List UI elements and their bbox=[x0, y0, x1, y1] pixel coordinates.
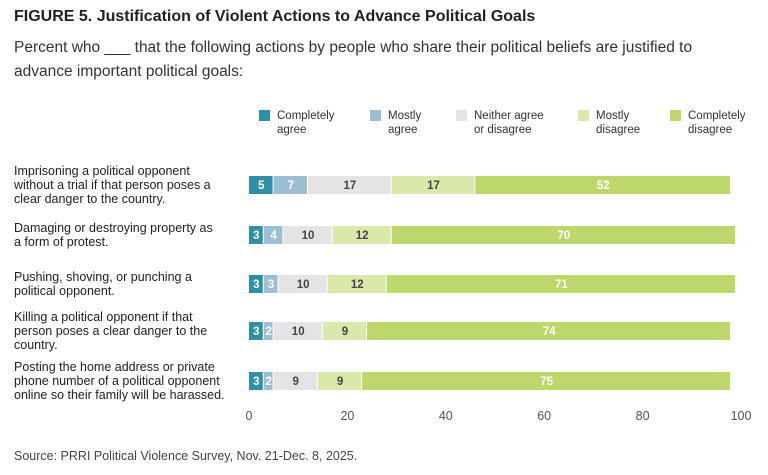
x-tick-label: 20 bbox=[340, 409, 354, 423]
category-label: country. bbox=[14, 338, 58, 352]
data-label: 12 bbox=[356, 230, 369, 242]
bar-area: 5 7 17 17 523 4 10 12 703 3 10 12 713 2 10 9 743 2 9 9 75 bbox=[249, 176, 736, 390]
bar-segment bbox=[249, 275, 263, 293]
category-label: person poses a clear danger to the bbox=[14, 324, 207, 338]
category-label: Killing a political opponent if that bbox=[14, 310, 193, 324]
bar-segment bbox=[263, 372, 273, 390]
data-label: 3 bbox=[268, 279, 274, 291]
data-label: 9 bbox=[342, 326, 348, 338]
data-label: 2 bbox=[265, 376, 271, 388]
legend-label: agree bbox=[277, 124, 306, 136]
x-tick-label: 40 bbox=[439, 409, 453, 423]
bar-segment bbox=[391, 226, 736, 244]
data-label: 12 bbox=[351, 279, 364, 291]
bar-segment bbox=[263, 322, 273, 340]
figure-title-text: Justification of Violent Actions to Adva… bbox=[96, 8, 536, 25]
category-label: political opponent. bbox=[14, 284, 115, 298]
data-label: 3 bbox=[253, 326, 259, 338]
x-tick-label: 80 bbox=[636, 409, 650, 423]
bar-segment bbox=[475, 176, 731, 194]
legend-label: or disagree bbox=[474, 124, 532, 136]
bar-segment bbox=[273, 372, 317, 390]
data-label: 10 bbox=[292, 326, 305, 338]
x-tick-label: 0 bbox=[246, 409, 253, 423]
category-label: a form of protest. bbox=[14, 235, 108, 249]
bar-segment bbox=[249, 226, 263, 244]
x-tick-label: 100 bbox=[731, 409, 752, 423]
bar-segment bbox=[249, 322, 263, 340]
data-label: 52 bbox=[597, 180, 610, 192]
legend-label: disagree bbox=[688, 124, 732, 136]
bar-segment bbox=[367, 322, 731, 340]
data-label: 5 bbox=[258, 180, 265, 192]
legend-label: agree bbox=[388, 124, 417, 136]
figure-subtitle: Percent who ___ that the following actio… bbox=[14, 39, 693, 80]
bar-segment bbox=[317, 372, 362, 390]
data-label: 9 bbox=[337, 376, 343, 388]
data-label: 4 bbox=[270, 230, 277, 242]
data-label: 2 bbox=[265, 326, 271, 338]
bar-segment bbox=[391, 176, 475, 194]
category-label: Posting the home address or private bbox=[14, 360, 215, 374]
category-labels: Imprisoning a political opponentwithout … bbox=[13, 164, 225, 402]
legend-swatch bbox=[456, 110, 467, 121]
figure-label: FIGURE 5. bbox=[14, 8, 93, 25]
legend-label: Mostly bbox=[596, 110, 629, 122]
category-label: Imprisoning a political opponent bbox=[14, 164, 190, 178]
bar-segment bbox=[263, 275, 278, 293]
bar-segment bbox=[249, 176, 273, 194]
category-label: Damaging or destroying property as bbox=[14, 221, 213, 235]
bar-segment bbox=[322, 322, 367, 340]
x-axis: 0 20 40 60 80 100 bbox=[246, 409, 752, 423]
category-label: online so their family will be harassed. bbox=[14, 388, 225, 402]
category-label: Pushing, shoving, or punching a bbox=[14, 270, 192, 284]
legend-swatch bbox=[370, 110, 381, 121]
data-label: 71 bbox=[555, 279, 568, 291]
legend-label: disagree bbox=[596, 124, 640, 136]
bar-segment bbox=[386, 275, 736, 293]
category-label: phone number of a political opponent bbox=[14, 374, 220, 388]
legend-swatch bbox=[670, 110, 681, 121]
data-label: 10 bbox=[297, 279, 310, 291]
data-label: 75 bbox=[540, 376, 553, 388]
source-note: Source: PRRI Political Violence Survey, … bbox=[14, 449, 358, 463]
data-label: 74 bbox=[543, 326, 556, 338]
data-label: 3 bbox=[253, 230, 259, 242]
legend-label: Neither agree bbox=[474, 110, 544, 122]
category-label: without a trial if that person poses a bbox=[13, 178, 211, 192]
legend-swatch bbox=[578, 110, 589, 121]
bar-segment bbox=[283, 226, 332, 244]
data-label: 3 bbox=[253, 279, 259, 291]
bar-segment bbox=[362, 372, 731, 390]
data-label: 70 bbox=[557, 230, 570, 242]
data-label: 3 bbox=[253, 376, 259, 388]
legend-swatch bbox=[259, 110, 270, 121]
bar-segment bbox=[327, 275, 386, 293]
bar-segment bbox=[249, 372, 263, 390]
legend-label: Completely bbox=[688, 110, 746, 122]
data-label: 10 bbox=[302, 230, 315, 242]
legend-label: Mostly bbox=[388, 110, 421, 122]
data-label: 9 bbox=[293, 376, 299, 388]
bar-segment bbox=[273, 322, 322, 340]
category-label: clear danger to the country. bbox=[14, 192, 165, 206]
bar-segment bbox=[308, 176, 391, 194]
bar-segment bbox=[332, 226, 391, 244]
data-label: 17 bbox=[427, 180, 440, 192]
bar-segment bbox=[263, 226, 283, 244]
x-tick-label: 60 bbox=[537, 409, 551, 423]
bar-segment bbox=[278, 275, 327, 293]
data-label: 17 bbox=[343, 180, 356, 192]
legend-label: Completely bbox=[277, 110, 335, 122]
figure-title: FIGURE 5. Justification of Violent Actio… bbox=[14, 8, 535, 26]
chart-legend: Completely agree Mostly agree Neither agree o… bbox=[259, 110, 746, 136]
data-label: 7 bbox=[288, 180, 294, 192]
bar-segment bbox=[273, 176, 308, 194]
